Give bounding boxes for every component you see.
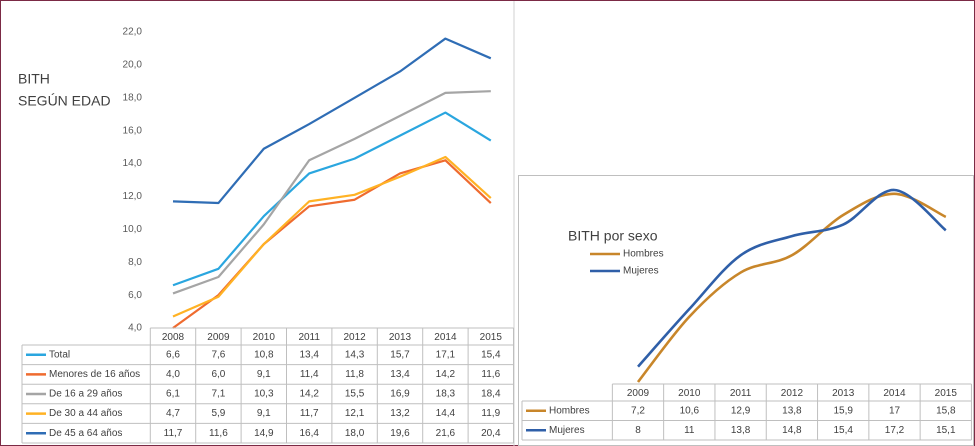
table-cell: 15,1 <box>936 425 956 436</box>
x-tick-label: 2011 <box>298 332 320 343</box>
table-cell: 17,1 <box>436 349 456 360</box>
table-cell: 10,8 <box>254 349 274 360</box>
table-cell: 14,2 <box>299 389 319 400</box>
table-cell: 16,9 <box>390 389 410 400</box>
table-cell: 16,4 <box>299 428 319 439</box>
chart-title: SEGÚN EDAD <box>18 93 111 109</box>
y-tick-label: 20,0 <box>123 60 143 71</box>
table-cell: 9,1 <box>257 408 271 419</box>
table-cell: 9,1 <box>257 369 271 380</box>
table-cell: 12,1 <box>345 408 365 419</box>
table-cell: 10,3 <box>254 389 274 400</box>
series-line <box>637 188 947 368</box>
table-cell: 14,4 <box>436 408 456 419</box>
series-line <box>172 159 492 329</box>
y-tick-label: 4,0 <box>128 323 142 334</box>
legend-label: Total <box>49 349 70 360</box>
legend-label: Mujeres <box>623 266 659 277</box>
x-tick-label: 2013 <box>389 332 412 343</box>
chart-title: BITH <box>18 71 50 87</box>
legend-label: De 30 a 44 años <box>49 408 122 419</box>
legend-label: De 16 a 29 años <box>49 389 122 400</box>
table-cell: 15,4 <box>833 425 853 436</box>
x-tick-label: 2011 <box>730 388 752 399</box>
x-tick-label: 2009 <box>627 388 650 399</box>
table-cell: 18,3 <box>436 389 456 400</box>
y-tick-label: 18,0 <box>123 92 143 103</box>
table-cell: 15,8 <box>936 405 956 416</box>
table-cell: 11,7 <box>164 428 183 439</box>
table-cell: 4,0 <box>166 369 180 380</box>
table-cell: 18,4 <box>481 389 501 400</box>
table-cell: 21,6 <box>436 428 456 439</box>
table-cell: 13,4 <box>390 369 410 380</box>
legend-label: Mujeres <box>549 425 585 436</box>
table-cell: 14,8 <box>782 425 802 436</box>
table-cell: 13,2 <box>390 408 410 419</box>
legend-label: Hombres <box>549 405 590 416</box>
legend-label: De 45 a 64 años <box>49 428 122 439</box>
table-cell: 14,2 <box>436 369 456 380</box>
table-cell: 19,6 <box>390 428 410 439</box>
table-cell: 17 <box>889 405 901 416</box>
table-cell: 17,2 <box>885 425 905 436</box>
x-tick-label: 2015 <box>935 388 958 399</box>
table-cell: 18,0 <box>345 428 365 439</box>
table-cell: 4,7 <box>166 408 180 419</box>
x-tick-label: 2012 <box>343 332 366 343</box>
x-tick-label: 2010 <box>253 332 276 343</box>
x-tick-label: 2015 <box>480 332 503 343</box>
chart-title: BITH por sexo <box>568 228 658 244</box>
table-cell: 14,3 <box>345 349 365 360</box>
x-tick-label: 2013 <box>832 388 855 399</box>
x-tick-label: 2014 <box>434 332 457 343</box>
table-cell: 14,9 <box>254 428 274 439</box>
x-tick-label: 2012 <box>781 388 804 399</box>
series-line <box>636 192 947 383</box>
table-cell: 11,8 <box>345 369 364 380</box>
series-line <box>172 37 492 205</box>
table-cell: 15,9 <box>833 405 853 416</box>
x-tick-label: 2014 <box>883 388 906 399</box>
y-tick-label: 22,0 <box>123 27 143 38</box>
x-tick-label: 2009 <box>207 332 230 343</box>
series-line <box>172 155 492 318</box>
table-cell: 7,6 <box>211 349 225 360</box>
y-tick-label: 8,0 <box>128 257 142 268</box>
table-cell: 13,8 <box>782 405 802 416</box>
table-cell: 7,2 <box>631 405 645 416</box>
table-cell: 6,6 <box>166 349 180 360</box>
y-tick-label: 10,0 <box>123 224 143 235</box>
table-cell: 11,7 <box>300 408 319 419</box>
table-cell: 15,4 <box>481 349 501 360</box>
table-cell: 13,4 <box>299 349 319 360</box>
y-tick-label: 14,0 <box>123 158 143 169</box>
table-cell: 11,6 <box>481 369 500 380</box>
table-cell: 11,9 <box>481 408 500 419</box>
table-cell: 10,6 <box>680 405 700 416</box>
table-cell: 11,6 <box>209 428 228 439</box>
series-line <box>172 90 491 295</box>
table-cell: 5,9 <box>211 408 225 419</box>
table-cell: 11 <box>684 425 695 436</box>
table-cell: 7,1 <box>211 389 225 400</box>
y-tick-label: 6,0 <box>128 290 142 301</box>
legend-label: Hombres <box>623 249 664 260</box>
series-line <box>172 111 492 287</box>
table-cell: 20,4 <box>481 428 501 439</box>
table-cell: 15,7 <box>390 349 410 360</box>
table-cell: 11,4 <box>300 369 319 380</box>
table-cell: 12,9 <box>731 405 751 416</box>
legend-label: Menores de 16 años <box>49 369 140 380</box>
table-cell: 6,1 <box>166 389 180 400</box>
y-tick-label: 16,0 <box>123 125 143 136</box>
x-tick-label: 2010 <box>678 388 701 399</box>
table-cell: 13,8 <box>731 425 751 436</box>
x-tick-label: 2008 <box>162 332 185 343</box>
table-cell: 6,0 <box>211 369 225 380</box>
table-cell: 8 <box>635 425 641 436</box>
y-tick-label: 12,0 <box>123 191 143 202</box>
table-cell: 15,5 <box>345 389 365 400</box>
